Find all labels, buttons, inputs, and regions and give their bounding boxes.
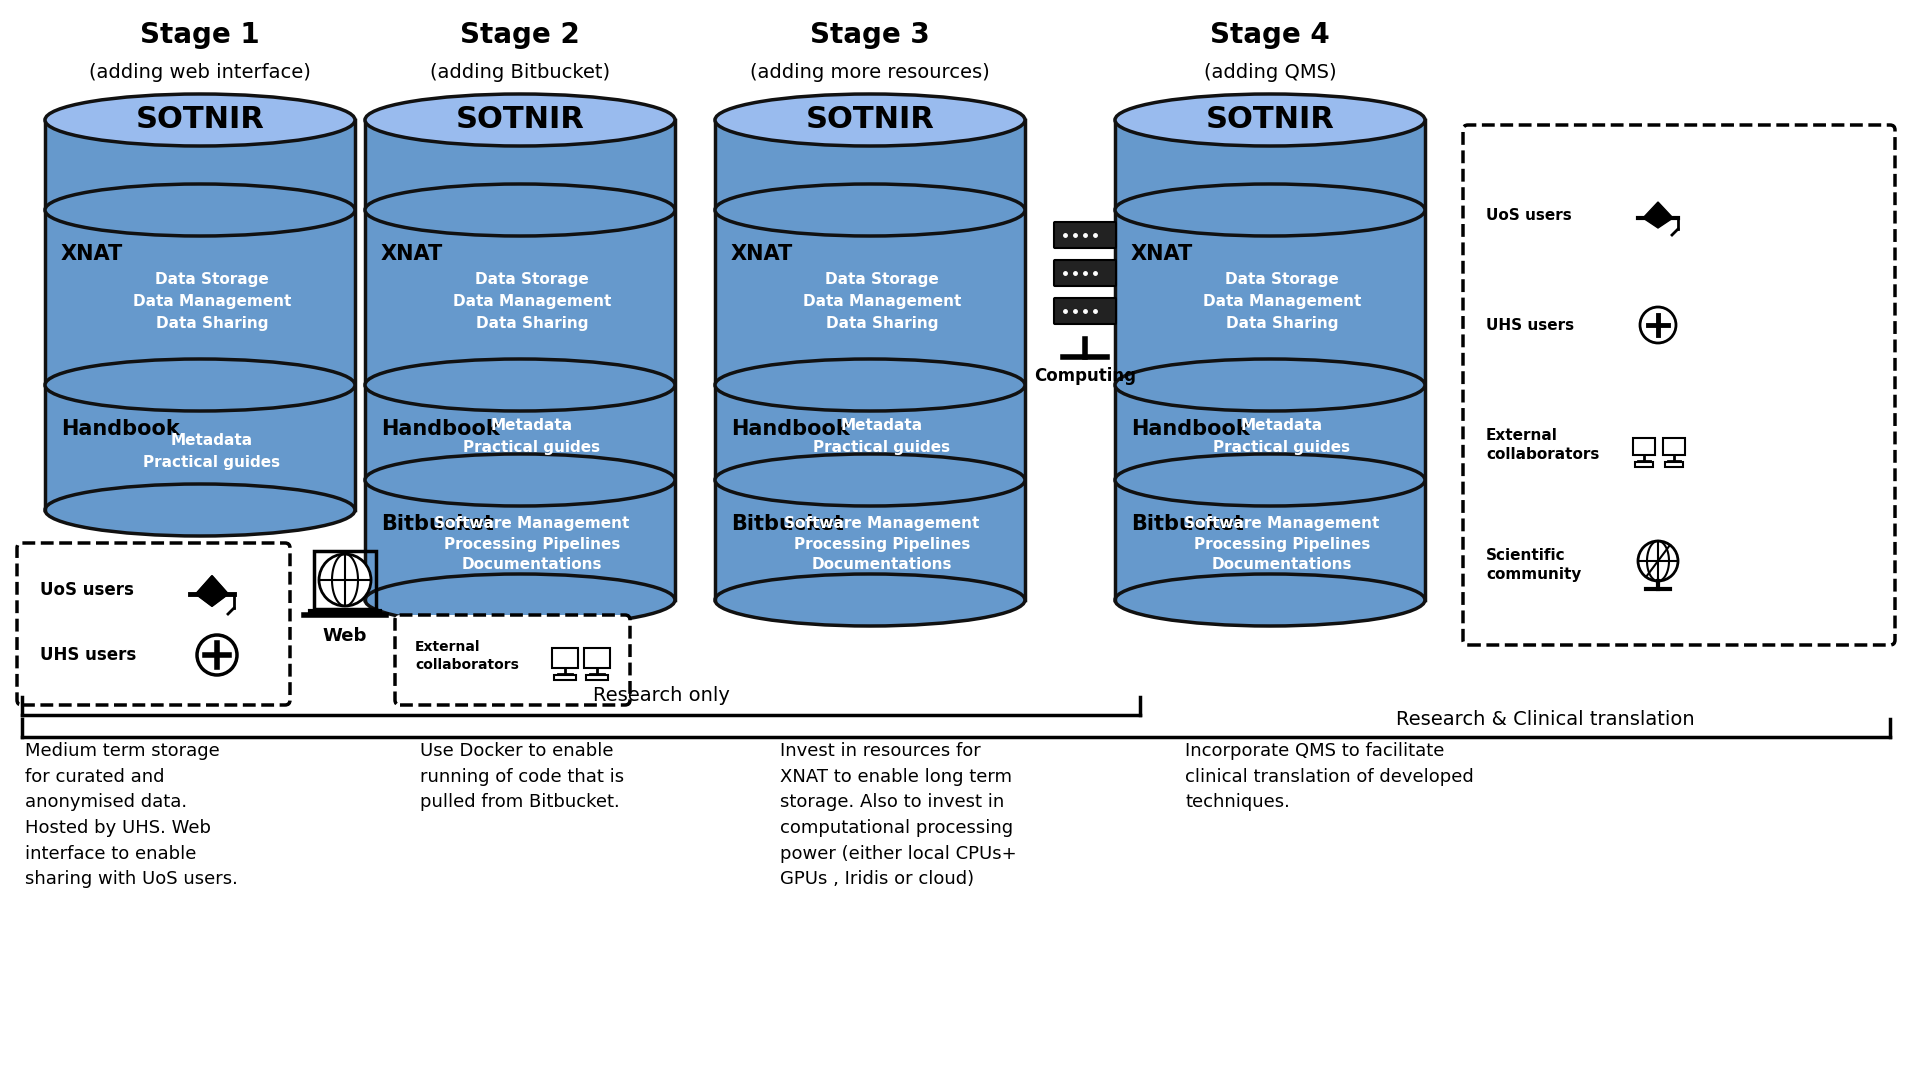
Text: SOTNIR: SOTNIR [455, 106, 584, 135]
Ellipse shape [44, 484, 355, 536]
Text: Incorporate QMS to facilitate
clinical translation of developed
techniques.: Incorporate QMS to facilitate clinical t… [1185, 742, 1475, 811]
Ellipse shape [1116, 184, 1425, 237]
Ellipse shape [1116, 359, 1425, 411]
Text: UHS users: UHS users [1486, 318, 1574, 333]
Text: Web: Web [323, 627, 367, 645]
Text: XNAT: XNAT [61, 244, 123, 264]
Ellipse shape [365, 184, 676, 237]
Text: Data Storage
Data Management
Data Sharing: Data Storage Data Management Data Sharin… [453, 272, 611, 330]
Circle shape [198, 635, 236, 675]
Circle shape [1638, 541, 1678, 581]
Text: SOTNIR: SOTNIR [136, 106, 265, 135]
Polygon shape [365, 120, 676, 600]
Text: Computing: Computing [1035, 367, 1137, 384]
Text: XNAT: XNAT [380, 244, 444, 264]
Circle shape [319, 554, 371, 606]
FancyBboxPatch shape [1054, 222, 1116, 248]
Polygon shape [44, 120, 355, 510]
Ellipse shape [365, 573, 676, 626]
Text: Handbook: Handbook [380, 419, 499, 438]
Ellipse shape [714, 359, 1025, 411]
Ellipse shape [714, 573, 1025, 626]
Ellipse shape [44, 94, 355, 146]
Text: (adding QMS): (adding QMS) [1204, 63, 1336, 81]
FancyBboxPatch shape [396, 615, 630, 705]
Ellipse shape [44, 359, 355, 411]
FancyBboxPatch shape [584, 648, 611, 669]
Text: (adding Bitbucket): (adding Bitbucket) [430, 63, 611, 81]
Circle shape [1640, 307, 1676, 343]
Text: Scientific
community: Scientific community [1486, 549, 1582, 582]
Ellipse shape [714, 94, 1025, 146]
Text: Stage 3: Stage 3 [810, 21, 929, 49]
Text: Metadata
Practical guides: Metadata Practical guides [144, 433, 280, 470]
Ellipse shape [1116, 454, 1425, 507]
Text: Invest in resources for
XNAT to enable long term
storage. Also to invest in
comp: Invest in resources for XNAT to enable l… [780, 742, 1016, 889]
Text: Handbook: Handbook [732, 419, 851, 438]
Polygon shape [714, 120, 1025, 600]
Polygon shape [1644, 202, 1672, 228]
FancyBboxPatch shape [555, 675, 576, 680]
Text: Data Storage
Data Management
Data Sharing: Data Storage Data Management Data Sharin… [1202, 272, 1361, 330]
Text: Metadata
Practical guides: Metadata Practical guides [463, 418, 601, 455]
Text: Software Management
Processing Pipelines
Documentations: Software Management Processing Pipelines… [434, 516, 630, 572]
Text: Data Storage
Data Management
Data Sharing: Data Storage Data Management Data Sharin… [132, 272, 292, 330]
Text: UHS users: UHS users [40, 646, 136, 664]
Text: SOTNIR: SOTNIR [806, 106, 935, 135]
FancyBboxPatch shape [1054, 260, 1116, 286]
Text: Stage 4: Stage 4 [1210, 21, 1331, 49]
Text: Handbook: Handbook [1131, 419, 1250, 438]
Ellipse shape [1116, 94, 1425, 146]
Text: Software Management
Processing Pipelines
Documentations: Software Management Processing Pipelines… [1185, 516, 1380, 572]
Text: (adding web interface): (adding web interface) [88, 63, 311, 81]
Text: Research & Clinical translation: Research & Clinical translation [1396, 710, 1693, 729]
Text: Software Management
Processing Pipelines
Documentations: Software Management Processing Pipelines… [783, 516, 979, 572]
Ellipse shape [714, 454, 1025, 507]
Text: External
collaborators: External collaborators [1486, 428, 1599, 462]
Polygon shape [1116, 120, 1425, 600]
Text: Bitbucket: Bitbucket [380, 514, 493, 534]
Text: Medium term storage
for curated and
anonymised data.
Hosted by UHS. Web
interfac: Medium term storage for curated and anon… [25, 742, 238, 889]
FancyBboxPatch shape [586, 675, 609, 680]
Text: XNAT: XNAT [732, 244, 793, 264]
Text: SOTNIR: SOTNIR [1206, 106, 1334, 135]
Ellipse shape [365, 359, 676, 411]
Text: Data Storage
Data Management
Data Sharing: Data Storage Data Management Data Sharin… [803, 272, 962, 330]
Ellipse shape [44, 184, 355, 237]
Text: (adding more resources): (adding more resources) [751, 63, 991, 81]
Text: Stage 1: Stage 1 [140, 21, 259, 49]
Text: Metadata
Practical guides: Metadata Practical guides [1213, 418, 1350, 455]
Text: Bitbucket: Bitbucket [732, 514, 845, 534]
FancyBboxPatch shape [1634, 438, 1655, 455]
Text: UoS users: UoS users [1486, 207, 1572, 222]
Ellipse shape [365, 454, 676, 507]
FancyBboxPatch shape [1054, 298, 1116, 324]
Text: UoS users: UoS users [40, 581, 134, 599]
FancyBboxPatch shape [17, 543, 290, 705]
Ellipse shape [1116, 573, 1425, 626]
Text: External
collaborators: External collaborators [415, 639, 518, 672]
Text: Handbook: Handbook [61, 419, 180, 438]
Text: Metadata
Practical guides: Metadata Practical guides [814, 418, 950, 455]
Ellipse shape [365, 94, 676, 146]
Text: Research only: Research only [593, 686, 730, 705]
Text: Stage 2: Stage 2 [461, 21, 580, 49]
FancyBboxPatch shape [553, 648, 578, 669]
FancyBboxPatch shape [1665, 462, 1684, 467]
FancyBboxPatch shape [1463, 125, 1895, 645]
Polygon shape [196, 576, 228, 606]
Text: XNAT: XNAT [1131, 244, 1192, 264]
FancyBboxPatch shape [1663, 438, 1686, 455]
Text: Bitbucket: Bitbucket [1131, 514, 1244, 534]
Ellipse shape [714, 184, 1025, 237]
FancyBboxPatch shape [1636, 462, 1653, 467]
Text: Use Docker to enable
running of code that is
pulled from Bitbucket.: Use Docker to enable running of code tha… [420, 742, 624, 811]
